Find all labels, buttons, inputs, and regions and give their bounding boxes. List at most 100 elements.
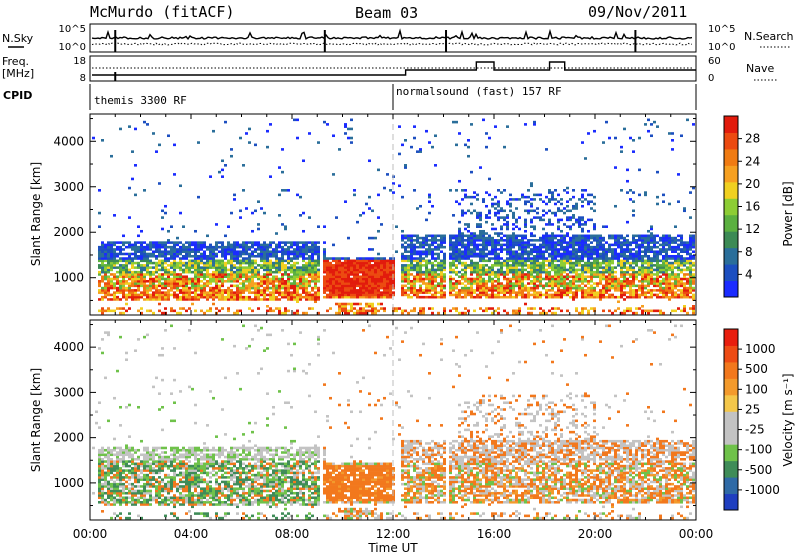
range-cell — [176, 237, 179, 240]
range-cell — [218, 266, 221, 269]
range-cell — [554, 203, 557, 206]
range-cell — [350, 119, 353, 122]
range-cell — [341, 257, 344, 260]
range-cell — [485, 307, 488, 310]
range-cell — [164, 266, 167, 269]
range-cell — [671, 296, 674, 299]
range-cell — [101, 139, 104, 142]
range-cell — [221, 253, 224, 256]
range-cell — [263, 294, 266, 297]
range-cell — [548, 191, 551, 194]
range-cell — [539, 275, 542, 278]
range-cell — [626, 250, 629, 253]
range-cell — [455, 250, 458, 253]
range-cell — [344, 273, 347, 276]
range-cell — [260, 255, 263, 258]
range-cell — [350, 287, 353, 290]
range-cell — [659, 266, 662, 269]
range-cell — [581, 255, 584, 258]
range-cell — [431, 253, 434, 256]
range-cell — [413, 244, 416, 247]
range-cell — [131, 285, 134, 288]
range-cell — [560, 278, 563, 281]
range-cell — [143, 266, 146, 269]
range-cell — [572, 250, 575, 253]
range-cell — [197, 250, 200, 253]
range-cell — [386, 278, 389, 281]
range-cell — [452, 241, 455, 244]
range-cell — [479, 239, 482, 242]
range-cell — [479, 214, 482, 217]
range-cell — [185, 298, 188, 301]
range-cell — [536, 262, 539, 265]
range-cell — [359, 294, 362, 297]
range-cell — [290, 264, 293, 267]
range-cell — [317, 271, 320, 274]
range-cell — [569, 244, 572, 247]
range-cell — [254, 271, 257, 274]
range-cell — [293, 269, 296, 272]
range-cell — [611, 278, 614, 281]
range-cell — [311, 273, 314, 276]
range-cell — [626, 169, 629, 172]
range-cell — [554, 260, 557, 263]
range-cell — [587, 194, 590, 197]
range-cell — [497, 278, 500, 281]
range-cell — [593, 225, 596, 228]
range-cell — [329, 257, 332, 260]
range-cell — [623, 273, 626, 276]
range-cell — [668, 289, 671, 292]
range-cell — [497, 287, 500, 290]
range-cell — [548, 219, 551, 222]
range-cell — [212, 257, 215, 260]
range-cell — [314, 287, 317, 290]
range-cell — [116, 271, 119, 274]
range-cell — [578, 241, 581, 244]
range-cell — [398, 125, 401, 128]
range-cell — [185, 255, 188, 258]
range-cell — [200, 244, 203, 247]
range-cell — [683, 289, 686, 292]
range-cell — [599, 291, 602, 294]
range-cell — [176, 287, 179, 290]
range-cell — [347, 303, 350, 306]
range-cell — [173, 260, 176, 263]
range-cell — [563, 271, 566, 274]
range-cell — [356, 303, 359, 306]
range-cell — [101, 312, 104, 315]
range-cell — [218, 246, 221, 249]
beam-title: Beam 03 — [355, 4, 418, 22]
range-cell — [665, 287, 668, 290]
range-cell — [554, 244, 557, 247]
range-cell — [161, 287, 164, 290]
range-cell — [332, 260, 335, 263]
range-cell — [575, 264, 578, 267]
range-cell — [344, 287, 347, 290]
range-cell — [473, 246, 476, 249]
range-cell — [407, 296, 410, 299]
range-cell — [623, 310, 626, 313]
range-cell — [356, 280, 359, 283]
range-cell — [374, 260, 377, 263]
range-cell — [197, 262, 200, 265]
range-cell — [401, 235, 404, 238]
range-cell — [140, 248, 143, 251]
range-cell — [110, 155, 113, 158]
range-cell — [257, 241, 260, 244]
range-cell — [245, 244, 248, 247]
range-cell — [221, 294, 224, 297]
range-cell — [515, 225, 518, 228]
range-cell — [500, 244, 503, 247]
range-cell — [284, 289, 287, 292]
range-cell — [497, 255, 500, 258]
range-cell — [344, 200, 347, 203]
range-cell — [116, 260, 119, 263]
range-cell — [152, 285, 155, 288]
range-cell — [203, 282, 206, 285]
range-cell — [455, 294, 458, 297]
range-cell — [248, 264, 251, 267]
range-cell — [497, 307, 500, 310]
range-cell — [629, 250, 632, 253]
range-cell — [314, 275, 317, 278]
range-cell — [335, 291, 338, 294]
